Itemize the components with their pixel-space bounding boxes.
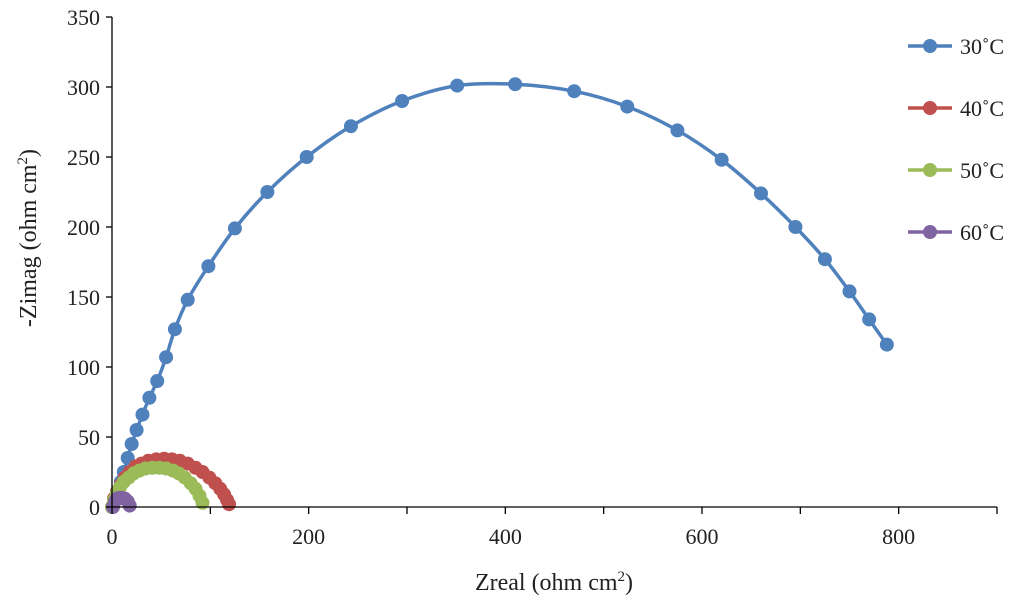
legend: 30˚C 40˚C 50˚C 60˚C xyxy=(908,34,1004,245)
data-point xyxy=(788,220,803,234)
series-layer xyxy=(105,77,894,514)
data-point xyxy=(879,337,894,352)
series-line xyxy=(110,81,889,508)
x-tick-label: 800 xyxy=(882,524,915,549)
data-point xyxy=(508,77,523,92)
legend-item: 30˚C xyxy=(908,34,1004,59)
y-axis-title: -Zimag (ohm cm2) xyxy=(15,149,42,327)
data-point xyxy=(159,350,174,365)
data-point xyxy=(842,284,857,299)
y-ticks: 0 50 100 150 200 250 300 350 xyxy=(67,5,112,520)
data-point xyxy=(299,150,314,164)
data-point xyxy=(395,94,410,108)
data-point xyxy=(222,497,237,512)
y-tick-label: 250 xyxy=(67,145,100,170)
legend-label: 60˚C xyxy=(960,220,1004,245)
legend-item: 40˚C xyxy=(908,96,1004,121)
data-point xyxy=(122,498,137,513)
y-tick-label: 300 xyxy=(67,75,100,100)
data-point xyxy=(343,119,358,134)
x-ticks: 0 200 400 600 800 xyxy=(107,507,998,549)
x-axis-title-text: Zreal (ohm cm xyxy=(475,570,618,596)
legend-swatch-marker xyxy=(923,39,937,53)
x-axis-title: Zreal (ohm cm2) xyxy=(475,569,633,596)
x-tick-label: 0 xyxy=(107,524,118,549)
data-point xyxy=(167,322,182,337)
data-point xyxy=(620,99,635,114)
x-axis-title-end: ) xyxy=(625,570,633,596)
y-tick-label: 50 xyxy=(78,425,100,450)
y-tick-label: 100 xyxy=(67,355,100,380)
y-tick-label: 150 xyxy=(67,285,100,310)
y-axis-title-text: -Zimag (ohm cm xyxy=(16,164,42,327)
legend-label: 30˚C xyxy=(960,34,1004,59)
y-axis-title-sup: 2 xyxy=(15,157,31,165)
data-point xyxy=(714,152,729,167)
y-axis-title-end: ) xyxy=(16,149,42,157)
axes-layer xyxy=(111,17,997,508)
data-point xyxy=(142,390,157,405)
data-point xyxy=(862,312,877,327)
data-point xyxy=(180,292,195,307)
legend-item: 60˚C xyxy=(908,220,1004,245)
data-point xyxy=(754,186,768,201)
y-tick-label: 0 xyxy=(89,495,100,520)
y-tick-label: 350 xyxy=(67,5,100,30)
legend-swatch-marker xyxy=(923,225,937,239)
x-tick-label: 400 xyxy=(489,524,522,549)
legend-label: 40˚C xyxy=(960,96,1004,121)
legend-label: 50˚C xyxy=(960,158,1004,183)
data-point xyxy=(227,221,242,236)
data-point xyxy=(201,259,216,274)
series-1 xyxy=(105,77,894,514)
data-point xyxy=(124,437,139,451)
data-point xyxy=(567,84,582,99)
data-point xyxy=(817,252,832,267)
x-tick-label: 200 xyxy=(292,524,325,549)
legend-swatch-marker xyxy=(923,101,937,115)
legend-swatch-marker xyxy=(923,163,937,177)
data-point xyxy=(150,374,165,388)
data-point xyxy=(670,123,685,138)
x-axis-title-sup: 2 xyxy=(618,569,626,585)
data-point xyxy=(450,78,465,93)
data-point xyxy=(129,423,144,437)
y-tick-label: 200 xyxy=(67,215,100,240)
data-point xyxy=(195,495,210,510)
data-point xyxy=(260,185,275,199)
x-tick-label: 600 xyxy=(686,524,719,549)
data-point xyxy=(135,407,150,422)
legend-item: 50˚C xyxy=(908,158,1004,183)
